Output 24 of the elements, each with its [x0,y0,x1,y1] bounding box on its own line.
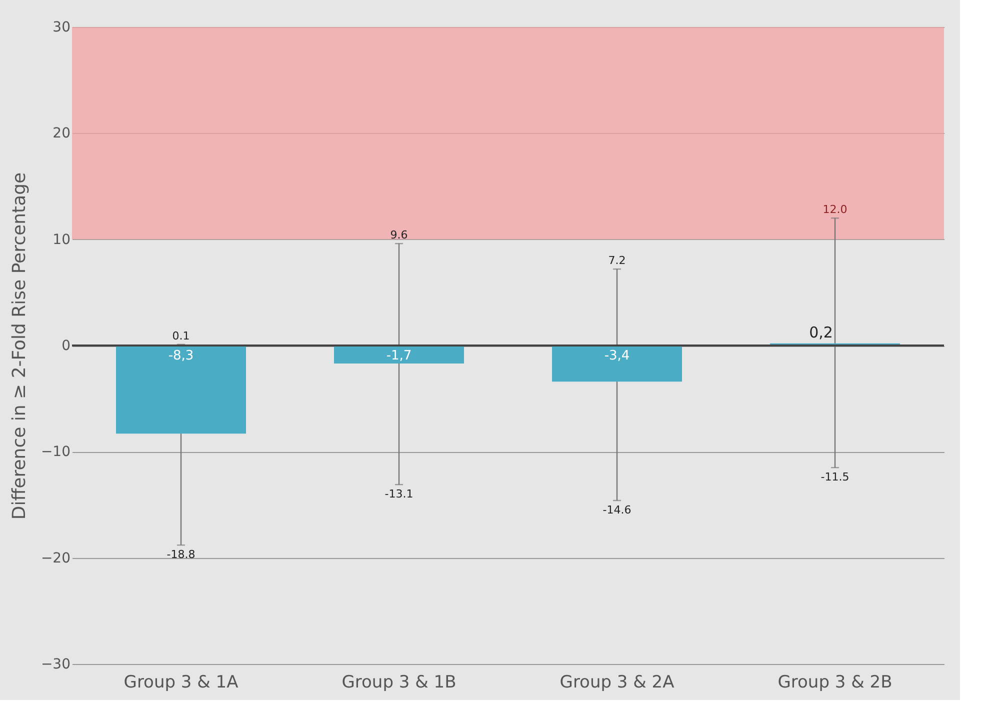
annotation: -14.6 [602,504,632,517]
annotation: -18.8 [166,548,196,562]
y-tick-label: −30 [40,656,70,672]
data-label: -8,3 [168,348,194,364]
annotation: 7.2 [608,254,626,268]
annotation: 9.6 [390,228,408,242]
y-tick-label: 30 [52,20,70,36]
x-tick-label: Group 3 & 1A [124,672,239,692]
y-tick-label: −10 [40,444,70,460]
y-axis-title: Difference in ≥ 2-Fold Rise Percentage [8,172,30,520]
x-tick-label: Group 3 & 2B [778,672,892,692]
x-tick-label: Group 3 & 1B [342,672,456,692]
y-tick-label: 10 [52,232,70,248]
x-tick-label: Group 3 & 2A [560,672,675,692]
annotation: -11.5 [820,470,850,484]
data-label: -3,4 [604,348,630,364]
data-label: -1,7 [386,348,412,364]
annotation: 12.0 [822,203,848,216]
data-label: 0,2 [809,323,833,342]
annotation: -13.1 [384,488,414,501]
y-tick-label: 0 [62,338,70,354]
y-tick-label: −20 [40,550,70,566]
y-tick-label: 20 [52,126,70,142]
annotation: 0.1 [172,329,190,342]
